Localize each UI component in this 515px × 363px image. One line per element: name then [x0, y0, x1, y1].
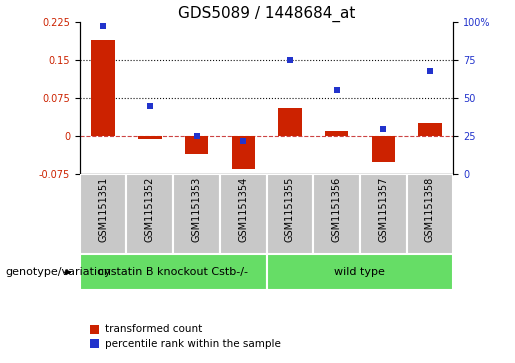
Text: GSM1151353: GSM1151353: [192, 177, 201, 242]
Text: cystatin B knockout Cstb-/-: cystatin B knockout Cstb-/-: [98, 267, 248, 277]
Point: [193, 133, 201, 139]
Text: genotype/variation: genotype/variation: [5, 267, 111, 277]
Text: wild type: wild type: [334, 267, 385, 277]
Title: GDS5089 / 1448684_at: GDS5089 / 1448684_at: [178, 5, 355, 22]
Text: percentile rank within the sample: percentile rank within the sample: [105, 339, 281, 349]
Bar: [360, 174, 406, 254]
Bar: [418, 123, 441, 136]
Text: GSM1151356: GSM1151356: [332, 177, 341, 242]
Bar: [127, 174, 173, 254]
Bar: [278, 108, 301, 136]
Bar: [185, 136, 208, 154]
Bar: [406, 174, 453, 254]
Bar: [220, 174, 267, 254]
Bar: [267, 174, 313, 254]
Bar: [90, 339, 99, 348]
Bar: [92, 40, 115, 136]
Point: [426, 68, 434, 73]
Point: [146, 103, 154, 109]
Text: GSM1151357: GSM1151357: [378, 177, 388, 242]
Bar: [80, 174, 127, 254]
Point: [99, 24, 107, 29]
Bar: [90, 325, 99, 334]
Bar: [325, 131, 348, 136]
Text: GSM1151354: GSM1151354: [238, 177, 248, 242]
Text: GSM1151352: GSM1151352: [145, 177, 155, 242]
Bar: [232, 136, 255, 169]
Bar: [267, 254, 453, 290]
Bar: [173, 174, 220, 254]
Bar: [80, 254, 267, 290]
Point: [286, 57, 294, 63]
Point: [379, 126, 387, 131]
Point: [332, 87, 340, 93]
Text: GSM1151355: GSM1151355: [285, 177, 295, 242]
Bar: [371, 136, 395, 162]
Bar: [138, 136, 162, 139]
Text: GSM1151358: GSM1151358: [425, 177, 435, 242]
Bar: [313, 174, 360, 254]
Text: transformed count: transformed count: [105, 324, 202, 334]
Text: GSM1151351: GSM1151351: [98, 177, 108, 242]
Point: [239, 138, 247, 144]
